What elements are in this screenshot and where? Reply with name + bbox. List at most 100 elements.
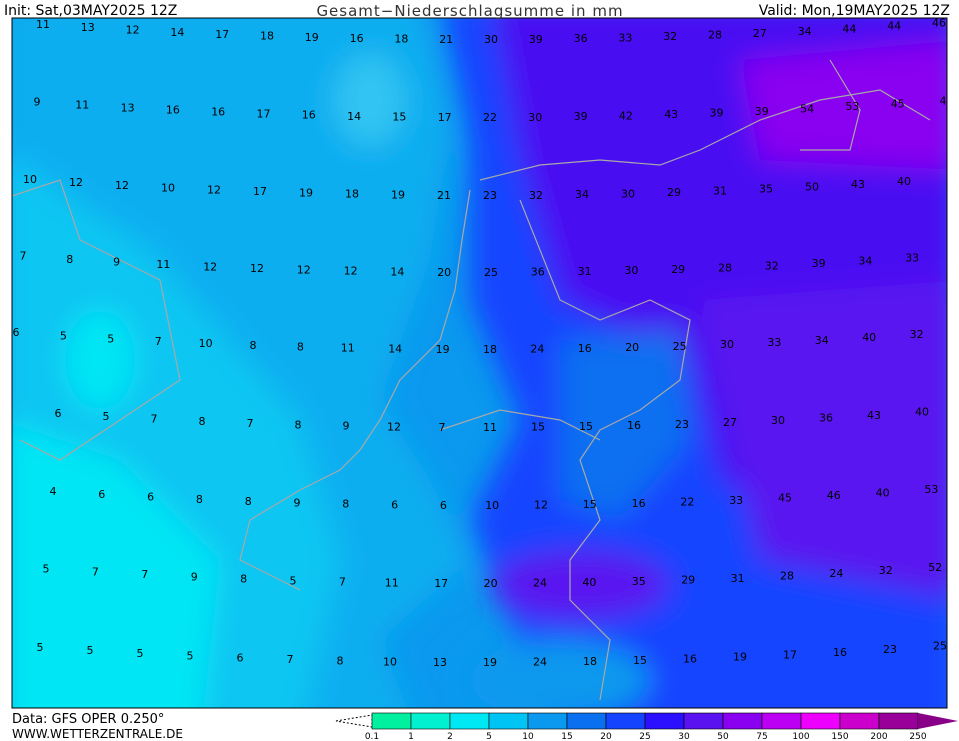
grid-value: 20 [437, 266, 451, 279]
grid-value: 16 [833, 646, 847, 659]
grid-value: 10 [485, 499, 499, 512]
grid-value: 45 [891, 97, 905, 110]
grid-value: 14 [388, 342, 402, 355]
grid-value: 25 [673, 340, 687, 353]
grid-value: 39 [755, 105, 769, 118]
grid-value: 50 [805, 180, 819, 193]
valid-time: Valid: Mon,19MAY2025 12Z [759, 3, 950, 19]
grid-value: 27 [723, 416, 737, 429]
grid-value: 15 [633, 654, 647, 667]
grid-value: 8 [199, 415, 206, 428]
grid-value: 8 [66, 253, 73, 266]
legend-label: 30 [678, 732, 690, 741]
website: WWW.WETTERZENTRALE.DE [12, 727, 183, 741]
grid-value: 16 [578, 342, 592, 355]
map-frame [11, 17, 948, 709]
legend-label: 5 [486, 732, 492, 741]
legend-swatch [449, 712, 490, 730]
grid-value: 23 [883, 643, 897, 656]
grid-value: 6 [147, 491, 154, 504]
grid-value: 8 [250, 339, 257, 352]
legend-label: 75 [756, 732, 767, 741]
grid-value: 19 [733, 651, 747, 664]
grid-value: 34 [858, 254, 872, 267]
legend-label: 100 [792, 732, 809, 741]
legend-label: 1 [408, 732, 414, 741]
grid-value: 53 [924, 483, 938, 496]
grid-value: 30 [771, 414, 785, 427]
grid-value: 7 [247, 417, 254, 430]
legend-swatch [410, 712, 451, 730]
grid-value: 33 [729, 494, 743, 507]
grid-value: 20 [484, 577, 498, 590]
grid-value: 14 [390, 265, 404, 278]
grid-value: 32 [765, 259, 779, 272]
grid-value: 33 [905, 251, 919, 264]
grid-value: 13 [81, 21, 95, 34]
grid-value: 7 [287, 653, 294, 666]
grid-value: 24 [530, 343, 544, 356]
grid-value: 19 [305, 31, 319, 44]
coastlines [12, 59, 931, 701]
grid-value: 44 [887, 20, 901, 33]
grid-value: 8 [295, 418, 302, 431]
grid-value: 16 [166, 104, 180, 117]
grid-value: 11 [156, 258, 170, 271]
grid-value: 28 [780, 570, 794, 583]
grid-value: 9 [343, 420, 350, 433]
grid-value: 5 [137, 647, 144, 660]
legend-arrow [918, 713, 958, 729]
grid-value: 7 [155, 335, 162, 348]
map-title: Gesamt−Niederschlagsumme in mm [316, 2, 623, 20]
grid-value: 43 [664, 108, 678, 121]
legend-swatch [800, 712, 841, 730]
grid-value: 12 [344, 265, 358, 278]
init-time: Init: Sat,03MAY2025 12Z [4, 3, 177, 19]
grid-value: 46 [827, 489, 841, 502]
grid-value: 6 [98, 488, 105, 501]
grid-value: 13 [121, 101, 135, 114]
grid-value: 52 [928, 561, 942, 574]
grid-value: 7 [339, 576, 346, 589]
grid-value: 8 [342, 498, 349, 511]
legend-swatch [527, 712, 568, 730]
legend-swatch [839, 712, 880, 730]
legend-label: 250 [909, 732, 926, 741]
grid-value: 11 [341, 342, 355, 355]
grid-value: 31 [578, 265, 592, 278]
grid-value: 46 [932, 17, 946, 30]
grid-value: 30 [624, 264, 638, 277]
grid-value: 36 [574, 32, 588, 45]
color-legend: 0.1 1 2 5 10 15 20 25 30 50 75 100 150 200 250 [335, 712, 958, 741]
grid-value: 18 [345, 188, 359, 201]
grid-value: 29 [671, 263, 685, 276]
legend-label: 10 [522, 732, 534, 741]
grid-value: 43 [851, 178, 865, 191]
legend-swatch [722, 712, 763, 730]
grid-value: 23 [483, 189, 497, 202]
grid-value: 19 [299, 187, 313, 200]
grid-value: 40 [862, 331, 876, 344]
legend-label: 150 [831, 732, 848, 741]
grid-value: 40 [897, 175, 911, 188]
grid-value: 17 [253, 185, 267, 198]
grid-value: 34 [815, 334, 829, 347]
grid-value: 6 [440, 499, 447, 512]
grid-value: 12 [203, 260, 217, 273]
grid-value: 30 [484, 33, 498, 46]
grid-value: 16 [627, 419, 641, 432]
grid-value: 17 [783, 648, 797, 661]
legend-swatch [488, 712, 529, 730]
grid-value: 40 [915, 406, 929, 419]
value-grid: 11 13 12 14 17 18 19 16 18 21 30 39 36 33 32 28 27 34 44 44… [13, 17, 948, 669]
grid-value: 16 [350, 32, 364, 45]
grid-value: 35 [759, 183, 773, 196]
grid-value: 5 [290, 574, 297, 587]
grid-value: 5 [60, 329, 67, 342]
grid-value: 44 [842, 22, 856, 35]
grid-value: 15 [531, 421, 545, 434]
legend-swatch [566, 712, 607, 730]
grid-value: 17 [438, 111, 452, 124]
grid-value: 7 [439, 421, 446, 434]
